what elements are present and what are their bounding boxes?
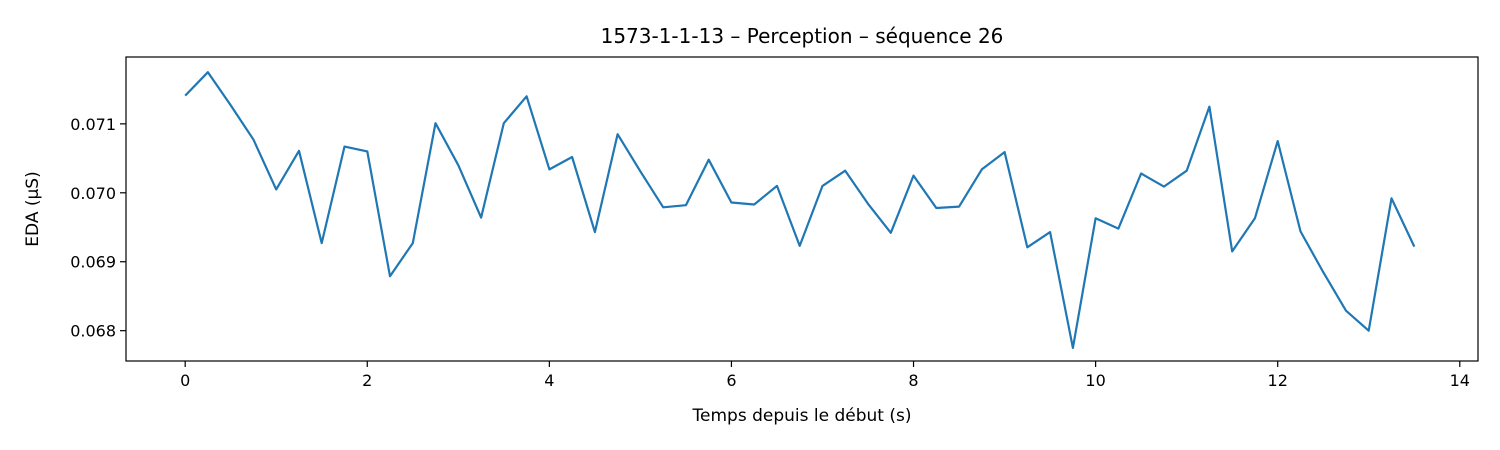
x-tick-label: 2	[362, 371, 372, 390]
x-tick-label: 6	[726, 371, 736, 390]
y-tick-label: 0.070	[70, 184, 116, 203]
x-tick-label: 12	[1268, 371, 1288, 390]
plot-area-frame	[125, 56, 1479, 362]
x-tick-label: 4	[544, 371, 554, 390]
chart-title: 1573-1-1-13 – Perception – séquence 26	[601, 24, 1004, 48]
y-tick-label: 0.069	[70, 253, 116, 272]
eda-series-line	[184, 71, 1416, 349]
x-tick-label: 10	[1085, 371, 1105, 390]
y-tick-label: 0.071	[70, 115, 116, 134]
y-axis-title: EDA (µS)	[23, 171, 43, 246]
x-axis-title: Temps depuis le début (s)	[692, 406, 912, 426]
y-axis-ticks: 0.068 0.069 0.070 0.071	[70, 115, 126, 341]
x-tick-label: 0	[180, 371, 190, 390]
x-tick-label: 8	[908, 371, 918, 390]
y-tick-label: 0.068	[70, 322, 116, 341]
x-axis-ticks: 0 2 4 6 8 10 12 14	[180, 361, 1470, 390]
x-tick-label: 14	[1450, 371, 1470, 390]
series-layer	[184, 71, 1416, 349]
